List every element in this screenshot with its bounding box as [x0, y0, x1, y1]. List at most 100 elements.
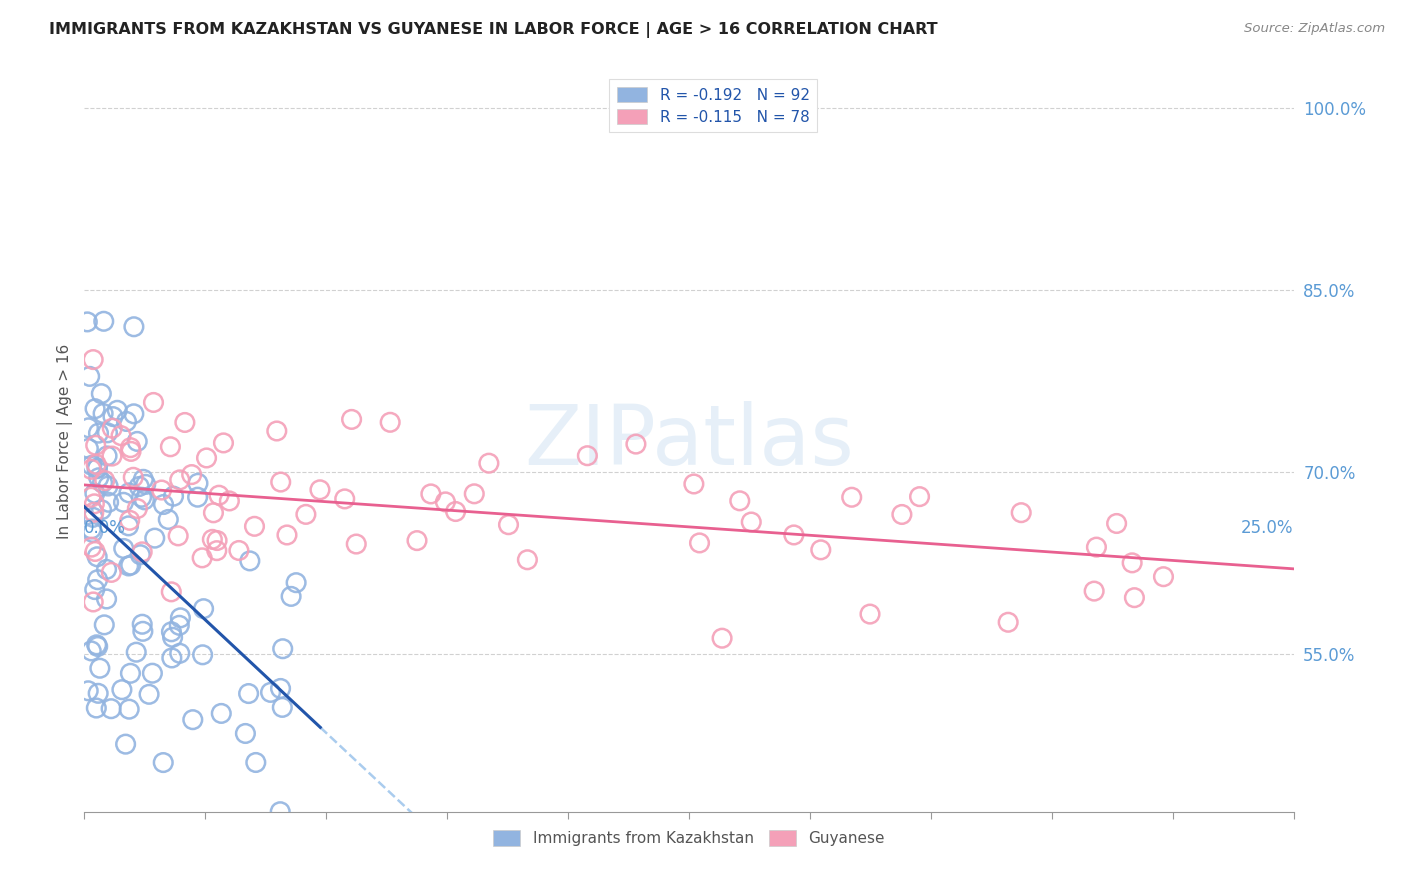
Point — [478, 456, 501, 470]
Point — [167, 529, 190, 543]
Point — [150, 483, 173, 497]
Point — [80, 458, 103, 473]
Point — [93, 618, 115, 632]
Point — [82, 510, 104, 524]
Point — [859, 607, 882, 621]
Point — [125, 645, 148, 659]
Point — [111, 682, 134, 697]
Point — [169, 473, 191, 487]
Point — [86, 640, 108, 654]
Point — [243, 519, 266, 533]
Point — [1121, 556, 1143, 570]
Point — [201, 533, 224, 547]
Point — [86, 573, 108, 587]
Point — [143, 531, 166, 545]
Point — [96, 591, 118, 606]
Point — [80, 644, 103, 658]
Point — [516, 553, 538, 567]
Text: ZIPatlas: ZIPatlas — [524, 401, 853, 482]
Point — [434, 495, 457, 509]
Point — [127, 434, 149, 449]
Point — [76, 315, 98, 329]
Point — [86, 549, 108, 564]
Point — [280, 590, 302, 604]
Point — [205, 543, 228, 558]
Point — [1123, 591, 1146, 605]
Point — [82, 595, 104, 609]
Point — [97, 479, 120, 493]
Point — [87, 686, 110, 700]
Point — [82, 352, 104, 367]
Point — [93, 314, 115, 328]
Point — [86, 461, 108, 475]
Point — [83, 505, 105, 519]
Point — [141, 666, 163, 681]
Point — [101, 409, 124, 424]
Point — [80, 522, 103, 536]
Point — [86, 638, 108, 652]
Point — [97, 495, 120, 509]
Point — [114, 737, 136, 751]
Point — [169, 646, 191, 660]
Point — [1153, 570, 1175, 584]
Point — [309, 483, 332, 497]
Point — [209, 706, 232, 721]
Point — [187, 490, 209, 504]
Point — [120, 666, 142, 681]
Point — [160, 624, 183, 639]
Point — [84, 438, 107, 452]
Point — [160, 584, 183, 599]
Point — [218, 494, 240, 508]
Point — [105, 403, 128, 417]
Point — [295, 508, 318, 522]
Point — [132, 624, 155, 639]
Point — [498, 517, 520, 532]
Point — [79, 369, 101, 384]
Point — [94, 474, 117, 488]
Point — [187, 476, 209, 491]
Point — [132, 472, 155, 486]
Point — [193, 601, 215, 615]
Point — [83, 486, 105, 500]
Point — [120, 558, 142, 573]
Point — [122, 470, 145, 484]
Point — [380, 415, 402, 429]
Point — [266, 424, 288, 438]
Point — [110, 428, 132, 442]
Point — [96, 425, 118, 440]
Point — [195, 450, 218, 465]
Point — [270, 681, 292, 696]
Point — [86, 701, 108, 715]
Point — [80, 462, 103, 476]
Point — [333, 491, 356, 506]
Point — [131, 490, 153, 504]
Point — [84, 544, 107, 558]
Point — [245, 756, 267, 770]
Point — [173, 416, 195, 430]
Point — [91, 407, 114, 421]
Point — [100, 702, 122, 716]
Point — [740, 515, 762, 529]
Point — [134, 492, 156, 507]
Point — [86, 461, 108, 475]
Point — [689, 536, 711, 550]
Point — [127, 501, 149, 516]
Point — [101, 421, 124, 435]
Point — [1010, 506, 1032, 520]
Point — [120, 444, 142, 458]
Point — [131, 545, 153, 559]
Point — [89, 661, 111, 675]
Point — [80, 540, 103, 554]
Point — [406, 533, 429, 548]
Point — [576, 449, 599, 463]
Point — [169, 611, 191, 625]
Point — [728, 493, 751, 508]
Point — [444, 504, 467, 518]
Point — [91, 475, 114, 490]
Y-axis label: In Labor Force | Age > 16: In Labor Force | Age > 16 — [58, 344, 73, 539]
Point — [87, 426, 110, 441]
Point — [120, 441, 142, 455]
Point — [783, 528, 806, 542]
Point — [419, 487, 441, 501]
Point — [205, 533, 228, 548]
